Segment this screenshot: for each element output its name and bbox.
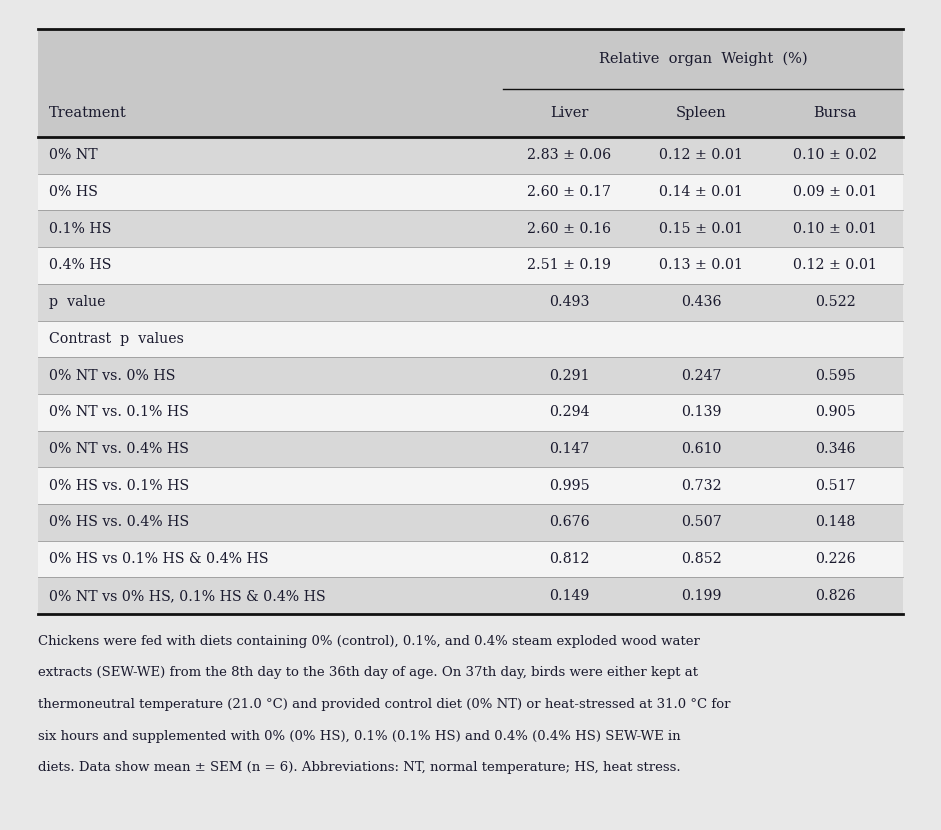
Text: p  value: p value xyxy=(49,295,105,309)
Text: 0% NT vs 0% HS, 0.1% HS & 0.4% HS: 0% NT vs 0% HS, 0.1% HS & 0.4% HS xyxy=(49,588,326,603)
Bar xyxy=(38,284,903,320)
Bar xyxy=(38,173,903,210)
Text: Treatment: Treatment xyxy=(49,106,127,120)
Text: 0.10 ± 0.01: 0.10 ± 0.01 xyxy=(793,222,877,236)
Text: 0.09 ± 0.01: 0.09 ± 0.01 xyxy=(793,185,877,199)
Text: 0% NT vs. 0.1% HS: 0% NT vs. 0.1% HS xyxy=(49,405,189,419)
Text: 2.60 ± 0.16: 2.60 ± 0.16 xyxy=(527,222,612,236)
Text: 0.4% HS: 0.4% HS xyxy=(49,258,111,272)
Text: 0.732: 0.732 xyxy=(680,479,722,493)
Text: 0.595: 0.595 xyxy=(815,369,855,383)
Text: Spleen: Spleen xyxy=(676,106,726,120)
Bar xyxy=(38,29,903,89)
Text: 0.812: 0.812 xyxy=(549,552,590,566)
Text: 2.51 ± 0.19: 2.51 ± 0.19 xyxy=(527,258,612,272)
Text: 0.493: 0.493 xyxy=(549,295,590,309)
Text: 0.291: 0.291 xyxy=(549,369,590,383)
Bar xyxy=(38,210,903,247)
Bar xyxy=(38,467,903,504)
Text: 0.10 ± 0.02: 0.10 ± 0.02 xyxy=(793,149,877,163)
Text: 0.199: 0.199 xyxy=(680,588,722,603)
Text: 0.676: 0.676 xyxy=(549,515,590,530)
Text: 0.139: 0.139 xyxy=(680,405,722,419)
Text: 0.826: 0.826 xyxy=(815,588,855,603)
Text: 0.148: 0.148 xyxy=(815,515,855,530)
Bar xyxy=(38,431,903,467)
Text: diets. Data show mean ± SEM (n = 6). Abbreviations: NT, normal temperature; HS, : diets. Data show mean ± SEM (n = 6). Abb… xyxy=(38,761,680,774)
Text: 0.247: 0.247 xyxy=(680,369,722,383)
Text: 2.60 ± 0.17: 2.60 ± 0.17 xyxy=(527,185,612,199)
Bar xyxy=(38,89,903,137)
Text: 0% HS vs. 0.1% HS: 0% HS vs. 0.1% HS xyxy=(49,479,189,493)
Text: 0.436: 0.436 xyxy=(680,295,722,309)
Bar xyxy=(38,137,903,173)
Text: 0.15 ± 0.01: 0.15 ± 0.01 xyxy=(659,222,743,236)
Text: 0.12 ± 0.01: 0.12 ± 0.01 xyxy=(659,149,743,163)
Text: 0.610: 0.610 xyxy=(680,442,722,456)
Text: 0.905: 0.905 xyxy=(815,405,855,419)
Text: 0% NT vs. 0.4% HS: 0% NT vs. 0.4% HS xyxy=(49,442,189,456)
Text: 0.147: 0.147 xyxy=(550,442,589,456)
Text: Liver: Liver xyxy=(550,106,588,120)
Text: 0.149: 0.149 xyxy=(550,588,589,603)
Text: 0.294: 0.294 xyxy=(549,405,590,419)
Text: extracts (SEW-WE) from the 8th day to the 36th day of age. On 37th day, birds we: extracts (SEW-WE) from the 8th day to th… xyxy=(38,666,697,680)
Text: Contrast  p  values: Contrast p values xyxy=(49,332,183,346)
Text: 0.507: 0.507 xyxy=(680,515,722,530)
Bar xyxy=(38,29,903,614)
Text: 0.852: 0.852 xyxy=(680,552,722,566)
Text: six hours and supplemented with 0% (0% HS), 0.1% (0.1% HS) and 0.4% (0.4% HS) SE: six hours and supplemented with 0% (0% H… xyxy=(38,730,680,743)
Bar xyxy=(38,578,903,614)
Bar xyxy=(38,394,903,431)
Text: Chickens were fed with diets containing 0% (control), 0.1%, and 0.4% steam explo: Chickens were fed with diets containing … xyxy=(38,635,699,648)
Text: 0% HS: 0% HS xyxy=(49,185,98,199)
Text: Relative  organ  Weight  (%): Relative organ Weight (%) xyxy=(599,51,807,66)
Bar xyxy=(38,357,903,394)
Text: 0% NT vs. 0% HS: 0% NT vs. 0% HS xyxy=(49,369,175,383)
Text: 0.12 ± 0.01: 0.12 ± 0.01 xyxy=(793,258,877,272)
Text: 0.517: 0.517 xyxy=(815,479,855,493)
Bar xyxy=(38,541,903,578)
Text: 0% HS vs 0.1% HS & 0.4% HS: 0% HS vs 0.1% HS & 0.4% HS xyxy=(49,552,268,566)
Bar xyxy=(38,320,903,357)
Text: 0.14 ± 0.01: 0.14 ± 0.01 xyxy=(659,185,743,199)
Text: Bursa: Bursa xyxy=(813,106,857,120)
Text: 0% HS vs. 0.4% HS: 0% HS vs. 0.4% HS xyxy=(49,515,189,530)
Bar xyxy=(38,247,903,284)
Bar xyxy=(38,504,903,541)
Text: 2.83 ± 0.06: 2.83 ± 0.06 xyxy=(527,149,612,163)
Text: thermoneutral temperature (21.0 °C) and provided control diet (0% NT) or heat-st: thermoneutral temperature (21.0 °C) and … xyxy=(38,698,730,711)
Text: 0.995: 0.995 xyxy=(549,479,590,493)
Text: 0.1% HS: 0.1% HS xyxy=(49,222,111,236)
Text: 0.226: 0.226 xyxy=(815,552,855,566)
Text: 0.522: 0.522 xyxy=(815,295,855,309)
Text: 0% NT: 0% NT xyxy=(49,149,98,163)
Text: 0.13 ± 0.01: 0.13 ± 0.01 xyxy=(659,258,743,272)
Text: 0.346: 0.346 xyxy=(815,442,855,456)
